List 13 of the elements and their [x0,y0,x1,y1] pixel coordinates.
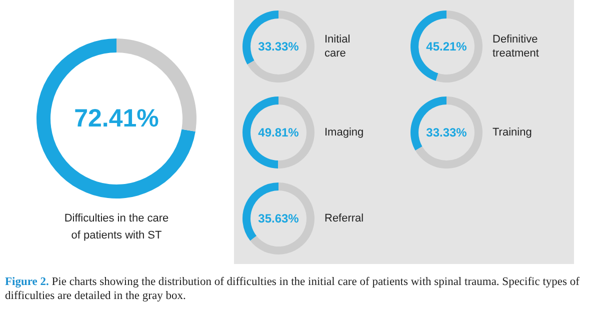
text: Difficulties in the care of patients with ST [64,212,169,242]
text: Definitive treatment [492,34,539,60]
text: Training [492,126,532,138]
text: Initial care [324,34,350,60]
text: Referral [324,212,364,224]
text: 72.41% [74,104,159,132]
text: 35.63% [258,212,300,226]
text: 45.21% [426,40,468,54]
caption: Figure 2. Pie charts showing the distribution of difficulties in the initial care of patients with spinal trauma. Specific types of difficulties are detailed in the gray box. [5,275,580,304]
text: 33.33% [426,126,468,140]
text: 49.81% [258,126,300,140]
text: Imaging [324,126,364,138]
text: 33.33% [258,40,300,54]
